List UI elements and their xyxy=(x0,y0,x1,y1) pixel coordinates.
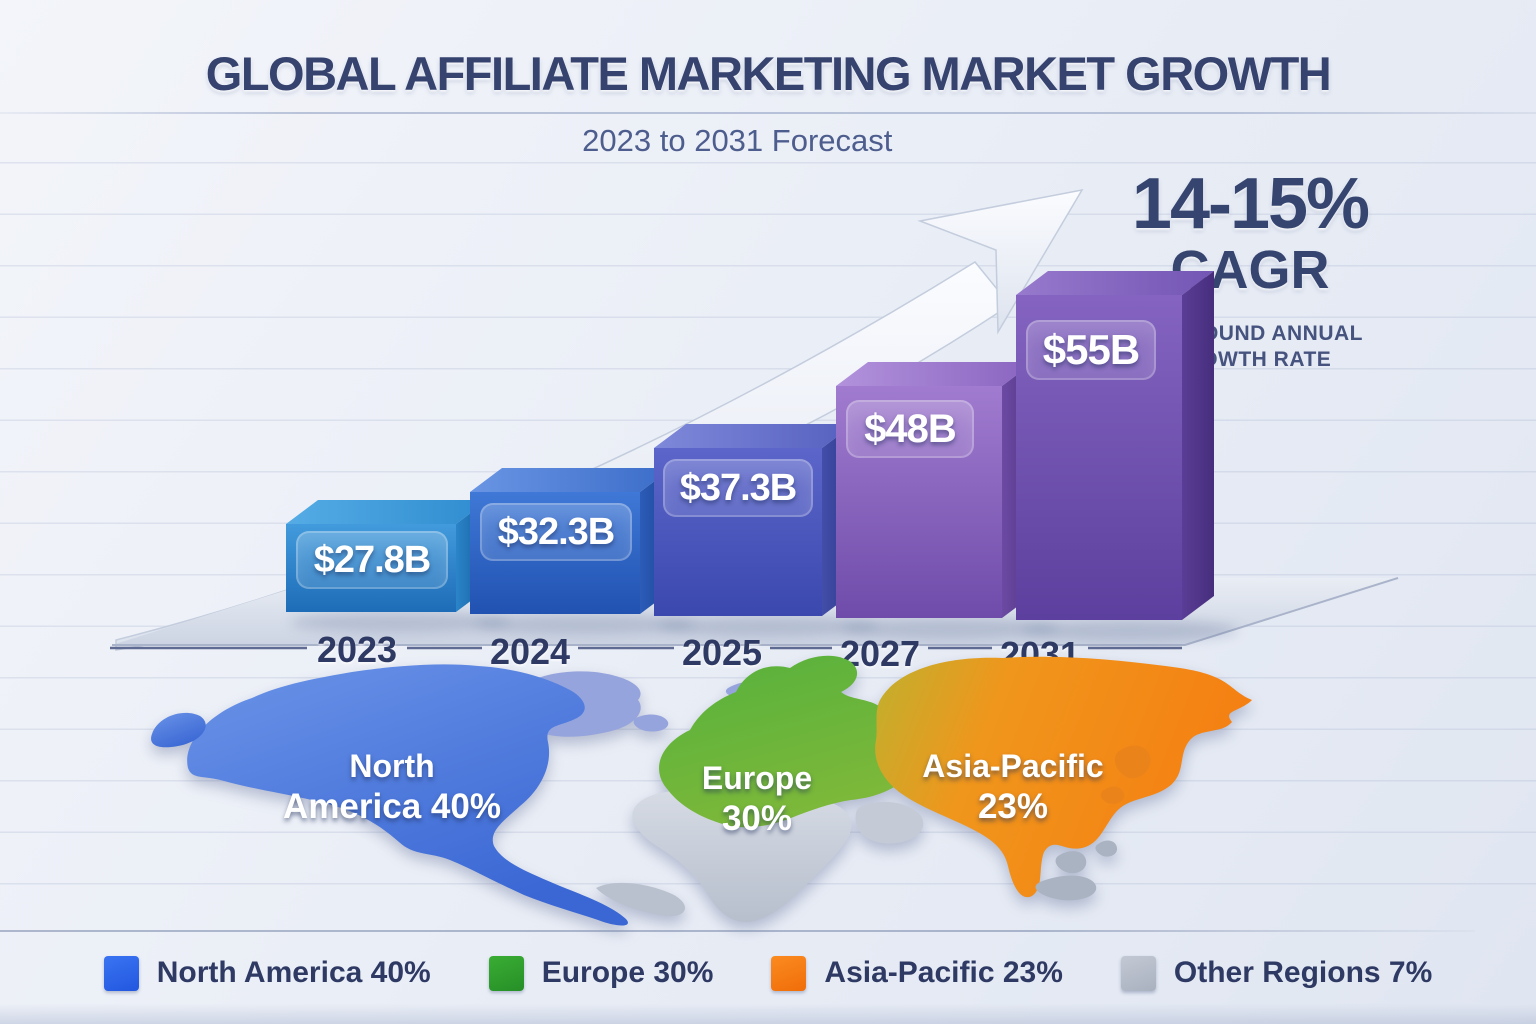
map-label-europe: Europe 30% xyxy=(702,760,812,839)
legend-swatch-asia-pacific-icon xyxy=(771,955,807,991)
legend-label-europe: Europe 30% xyxy=(541,956,714,989)
map-label-north-america-line2: America 40% xyxy=(283,786,501,826)
map-region-asia-pacific xyxy=(875,656,1252,898)
map-region-europe xyxy=(659,655,910,828)
bar-2031 xyxy=(1016,271,1214,620)
page-title: GLOBAL AFFILIATE MARKETING MARKET GROWTH xyxy=(205,47,1332,100)
legend-divider xyxy=(0,930,1475,932)
map-region-africa xyxy=(632,789,852,923)
legend-swatch-north-america-icon xyxy=(103,955,139,991)
x-tick-2024: 2024 xyxy=(489,631,571,672)
legend-swatch-europe-icon xyxy=(488,955,524,991)
map-label-europe-line1: Europe xyxy=(701,760,813,796)
bar-value-2027: $48B xyxy=(846,400,974,458)
bar-value-2023: $27.8B xyxy=(296,531,448,589)
legend: North America 40% Europe 30% Asia-Pacifi… xyxy=(0,944,1536,1002)
map-region-arabia xyxy=(855,801,924,844)
legend-item-north-america: North America 40% xyxy=(103,955,431,991)
bar-value-2025: $37.3B xyxy=(663,459,813,517)
page-subtitle: 2023 to 2031 Forecast xyxy=(582,123,893,158)
legend-label-asia-pacific: Asia-Pacific 23% xyxy=(824,956,1063,989)
legend-item-asia-pacific: Asia-Pacific 23% xyxy=(771,955,1063,991)
x-tick-2023: 2023 xyxy=(316,629,398,670)
title-divider xyxy=(0,112,1536,114)
bar-value-2031: $55B xyxy=(1026,320,1156,380)
cagr-value: 14-15% xyxy=(1131,164,1370,244)
bar-value-2024: $32.3B xyxy=(480,503,632,561)
legend-label-other-regions: Other Regions 7% xyxy=(1173,956,1433,989)
map-region-central-america xyxy=(596,882,685,917)
map-label-asia-pacific-line2: 23% xyxy=(977,786,1049,826)
legend-swatch-other-regions-icon xyxy=(1120,955,1156,991)
map-label-north-america-line1: North xyxy=(349,748,435,784)
map-label-europe-line2: 30% xyxy=(721,798,793,838)
map-region-se-asia-islands xyxy=(1035,840,1118,901)
legend-item-other-regions: Other Regions 7% xyxy=(1120,955,1433,991)
legend-item-europe: Europe 30% xyxy=(488,955,714,991)
x-tick-2025: 2025 xyxy=(681,632,763,673)
map-label-asia-pacific: Asia-Pacific 23% xyxy=(922,748,1103,827)
legend-label-north-america: North America 40% xyxy=(156,956,431,989)
map-label-north-america: North America 40% xyxy=(283,748,501,827)
bar-shadows xyxy=(290,611,1238,641)
map-label-asia-pacific-line1: Asia-Pacific xyxy=(922,748,1104,784)
